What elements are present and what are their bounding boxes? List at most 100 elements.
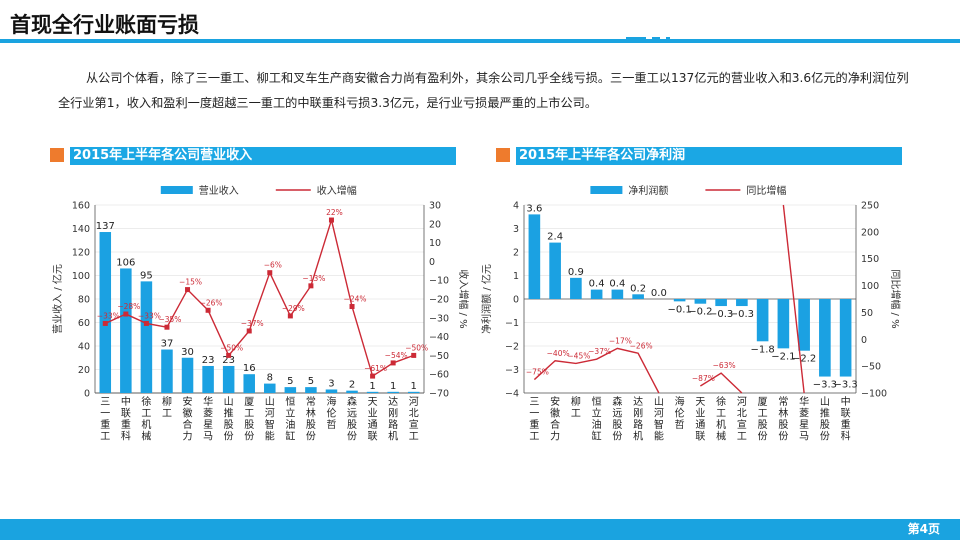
y2-axis-title: 收入增幅 / % bbox=[457, 269, 470, 328]
page-number: 第4页 bbox=[907, 522, 940, 536]
y2-tick-label: −30 bbox=[429, 313, 449, 324]
bar bbox=[243, 374, 255, 393]
line-point bbox=[370, 373, 376, 379]
line-value-label: −6% bbox=[264, 261, 282, 270]
bar bbox=[181, 357, 194, 393]
category-label: 华菱星马 bbox=[203, 395, 213, 443]
category-label: 达刚路机 bbox=[633, 396, 643, 443]
y2-tick-label: 200 bbox=[861, 227, 879, 238]
bar bbox=[202, 365, 214, 393]
line-point bbox=[185, 287, 191, 293]
y-tick-label: −4 bbox=[505, 389, 519, 400]
bar-value-label: 106 bbox=[116, 257, 135, 268]
category-label: 厦工股份 bbox=[758, 396, 768, 443]
slide-title: 首现全行业账面亏损 bbox=[10, 13, 199, 37]
bar-value-label: 0.9 bbox=[568, 267, 584, 278]
bar bbox=[611, 289, 624, 299]
bar bbox=[99, 232, 112, 393]
line-value-label: −33% bbox=[97, 311, 120, 320]
bar bbox=[325, 389, 338, 393]
category-label: 森远股份 bbox=[347, 395, 357, 443]
y2-tick-label: 250 bbox=[861, 201, 879, 212]
line-point bbox=[308, 283, 314, 289]
bar-value-label: −3.3 bbox=[833, 380, 857, 391]
category-label: 山河智能 bbox=[265, 396, 275, 443]
line-value-label: −50% bbox=[220, 343, 243, 352]
line-value-label: −87% bbox=[692, 374, 715, 383]
bar-value-label: 0.4 bbox=[609, 279, 625, 290]
y2-tick-label: 100 bbox=[861, 281, 879, 292]
y-axis-title: 净利润额 / 亿元 bbox=[480, 264, 493, 334]
category-label: 天业通联 bbox=[368, 397, 378, 443]
bar-value-label: −0.2 bbox=[688, 307, 712, 318]
bar bbox=[305, 387, 317, 393]
bar-value-label: 5 bbox=[287, 376, 293, 387]
line-value-label: 22% bbox=[326, 208, 343, 217]
bar bbox=[140, 281, 153, 393]
y2-tick-label: 0 bbox=[429, 257, 435, 268]
y2-tick-label: −50 bbox=[429, 351, 449, 362]
bar bbox=[715, 299, 727, 307]
bar bbox=[673, 299, 686, 302]
line-value-label: −40% bbox=[547, 349, 570, 358]
y2-tick-label: 50 bbox=[861, 308, 873, 319]
bar-value-label: −0.1 bbox=[667, 304, 691, 315]
y-tick-label: 3 bbox=[513, 224, 519, 235]
y2-tick-label: −70 bbox=[429, 389, 449, 400]
y2-tick-label: −50 bbox=[861, 362, 881, 373]
line-series bbox=[533, 347, 660, 394]
line-value-label: −75% bbox=[526, 368, 549, 377]
line-value-label: −63% bbox=[713, 361, 736, 370]
bar-value-label: 37 bbox=[161, 339, 174, 350]
bar-value-label: 2.4 bbox=[547, 232, 563, 243]
line-value-label: −54% bbox=[385, 351, 408, 360]
line-value-label: −50% bbox=[405, 343, 428, 352]
y-tick-label: 80 bbox=[78, 295, 90, 306]
bar-value-label: 1 bbox=[390, 381, 396, 392]
bar-value-label: −2.1 bbox=[771, 351, 795, 362]
line-point bbox=[287, 313, 293, 319]
bar bbox=[284, 387, 297, 393]
underline-deco bbox=[652, 37, 660, 40]
category-label: 恒立油缸 bbox=[592, 395, 602, 443]
line-point bbox=[205, 307, 211, 313]
bar-value-label: 23 bbox=[202, 355, 215, 366]
bar bbox=[387, 391, 399, 393]
y2-tick-label: −100 bbox=[861, 389, 887, 400]
bar-value-label: 95 bbox=[140, 270, 153, 281]
bar-value-label: −0.3 bbox=[730, 309, 754, 320]
bar-value-label: 23 bbox=[222, 355, 235, 366]
footer-bar: 第4页 bbox=[0, 519, 960, 540]
bar bbox=[264, 383, 276, 393]
chart1-title: 2015年上半年各公司营业收入 bbox=[70, 147, 456, 165]
y-axis-title: 营业收入 / 亿元 bbox=[51, 264, 64, 334]
y-tick-label: −3 bbox=[505, 365, 519, 376]
bar-value-label: 1 bbox=[369, 381, 375, 392]
line-value-label: −37% bbox=[241, 319, 264, 328]
line-point bbox=[143, 320, 149, 326]
y2-tick-label: 0 bbox=[861, 335, 867, 346]
y-tick-label: 0 bbox=[513, 295, 519, 306]
y-tick-label: 40 bbox=[78, 342, 90, 353]
y-tick-label: 0 bbox=[84, 389, 90, 400]
bar bbox=[798, 299, 810, 351]
line-value-label: −35% bbox=[158, 315, 181, 324]
legend-bar-swatch bbox=[590, 186, 623, 194]
category-label: 柳工 bbox=[162, 395, 172, 420]
category-label: 山河智能 bbox=[654, 396, 664, 443]
y-tick-label: −2 bbox=[505, 342, 519, 353]
line-point bbox=[411, 352, 417, 358]
line-value-label: −13% bbox=[302, 274, 325, 283]
category-label: 森远股份 bbox=[612, 395, 622, 443]
line-value-label: −24% bbox=[344, 295, 367, 304]
category-label: 中联重科 bbox=[121, 395, 131, 443]
y2-tick-label: 10 bbox=[429, 238, 441, 249]
bar-value-label: 5 bbox=[308, 376, 314, 387]
bar-value-label: 3.6 bbox=[526, 203, 542, 214]
underline-deco bbox=[666, 37, 670, 40]
bar-value-label: 8 bbox=[267, 373, 273, 384]
category-label: 中联重科 bbox=[841, 395, 851, 443]
bar bbox=[694, 299, 707, 304]
y-tick-label: 140 bbox=[72, 224, 90, 235]
chart2-marker bbox=[496, 148, 510, 162]
